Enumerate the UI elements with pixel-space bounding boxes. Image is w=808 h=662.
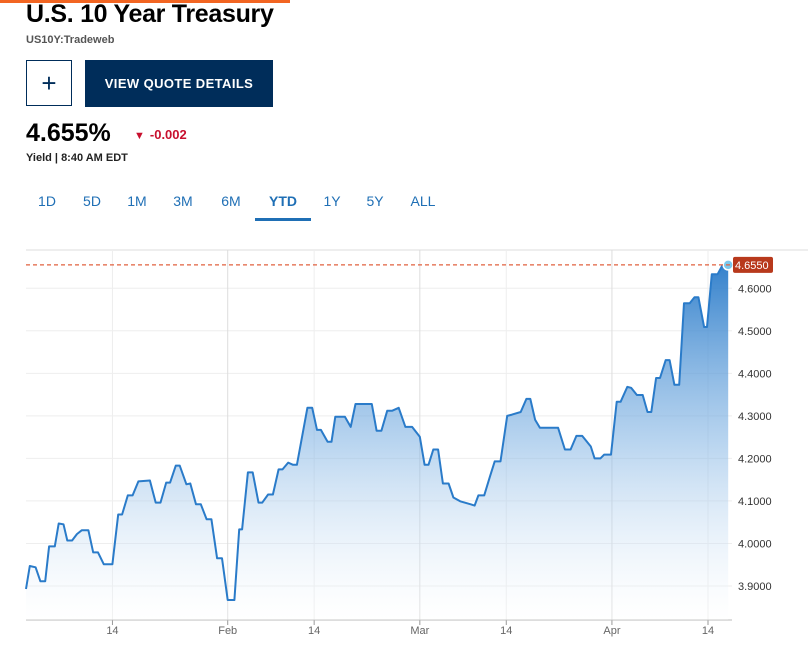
symbol: US10Y:Tradeweb — [26, 34, 115, 46]
range-tab[interactable]: 5Y — [366, 193, 384, 209]
quote-meta: Yield | 8:40 AM EDT — [26, 152, 128, 164]
x-tick-label: 14 — [500, 625, 512, 637]
change: ▼ -0.002 — [134, 127, 187, 142]
y-tick-label: 4.1000 — [738, 496, 772, 508]
page-title: U.S. 10 Year Treasury — [26, 0, 274, 28]
range-tabs: 1D 5D 1M 3M 6M YTD 1Y 5Y ALL — [26, 186, 466, 221]
current-value-badge — [733, 256, 773, 273]
price: 4.655% — [26, 119, 111, 147]
add-button[interactable]: + — [26, 60, 72, 106]
y-tick-label: 4.2000 — [738, 453, 772, 465]
price-line — [25, 263, 729, 601]
range-tab[interactable]: 1Y — [323, 193, 341, 209]
accent-bar — [0, 0, 290, 3]
range-tab[interactable]: 3M — [173, 193, 193, 209]
range-tab[interactable]: 6M — [221, 193, 241, 209]
current-value-label: 4.6550 — [735, 260, 769, 272]
x-tick-label: Apr — [603, 625, 620, 637]
quote-details-button[interactable]: VIEW QUOTE DETAILS — [85, 60, 273, 107]
x-tick-label: 14 — [106, 625, 118, 637]
change-value: -0.002 — [149, 127, 187, 142]
range-tab[interactable]: ALL — [410, 193, 436, 209]
x-tick-label: Feb — [218, 625, 237, 637]
range-tab[interactable]: 1D — [38, 193, 56, 209]
y-tick-label: 4.6000 — [738, 283, 772, 295]
y-tick-label: 4.5000 — [738, 326, 772, 338]
x-tick-label: 14 — [702, 625, 714, 637]
y-tick-label: 4.3000 — [738, 411, 772, 423]
x-tick-label: Mar — [410, 625, 429, 637]
y-tick-label: 3.9000 — [738, 581, 772, 593]
y-tick-label: 4.4000 — [738, 368, 772, 380]
range-tab[interactable]: YTD — [255, 186, 311, 221]
range-tab[interactable]: 5D — [83, 193, 101, 209]
y-tick-label: 4.0000 — [738, 538, 772, 550]
range-tab[interactable]: 1M — [127, 193, 147, 209]
x-tick-label: 14 — [308, 625, 320, 637]
down-arrow: ▼ — [134, 130, 145, 142]
line-area — [26, 264, 729, 620]
